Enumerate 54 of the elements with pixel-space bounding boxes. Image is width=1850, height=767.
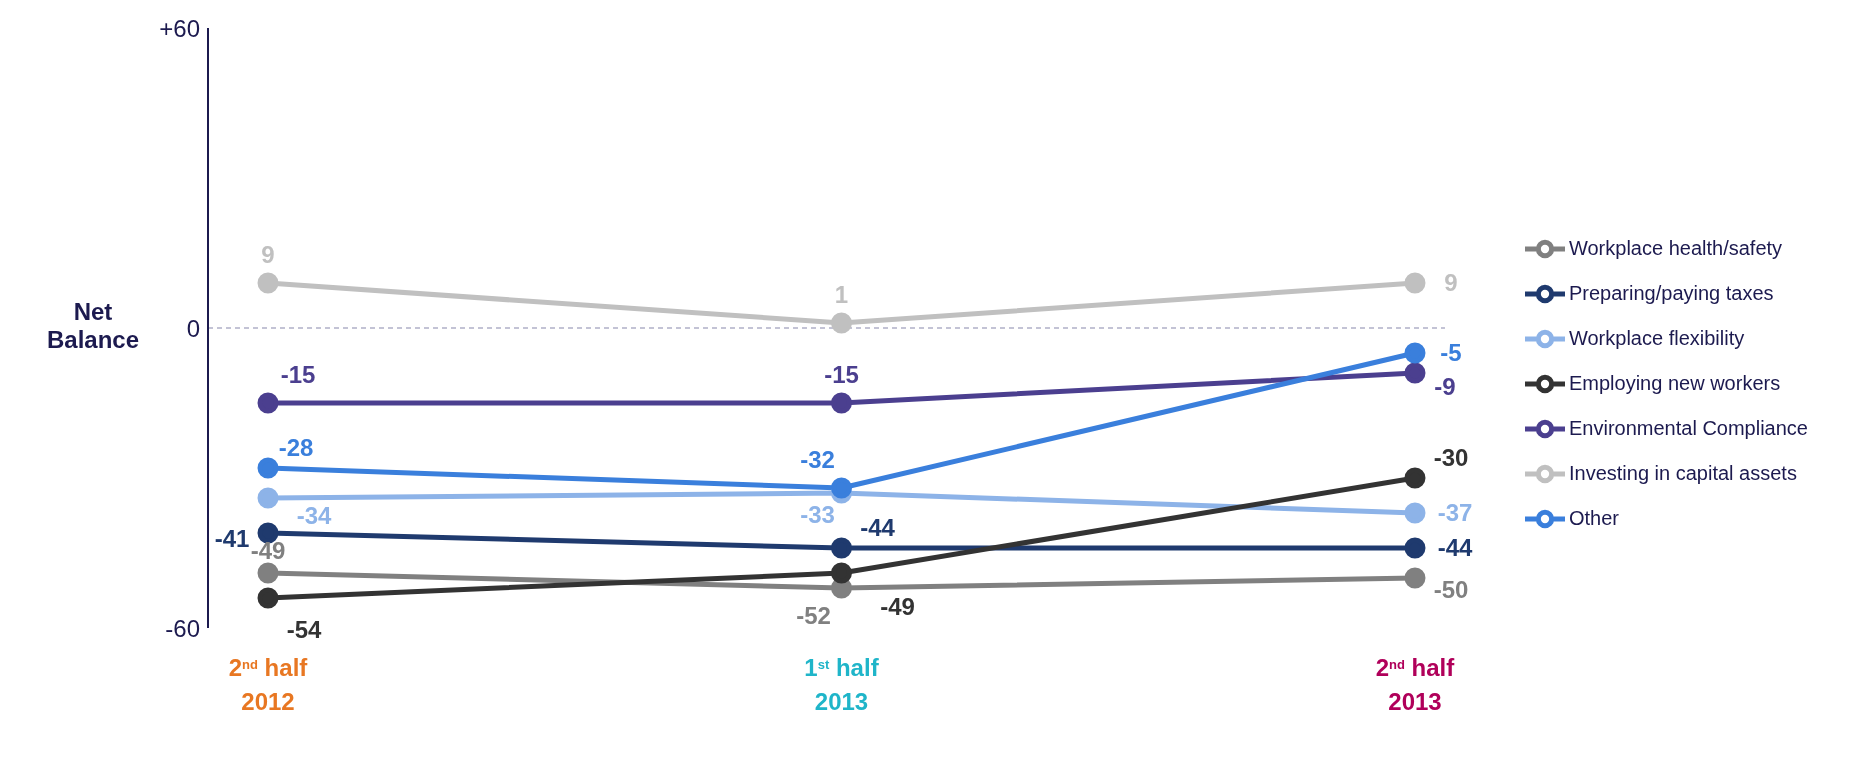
point <box>830 537 852 559</box>
x-tick-label: 1$^{st}$ half 2013 <box>804 654 880 715</box>
data-label: -32 <box>800 446 835 474</box>
data-label: 1 <box>834 281 849 309</box>
legend-label: Workplace flexibility <box>1568 326 1745 349</box>
point <box>257 457 279 479</box>
legend-label: Environmental Compliance <box>1568 416 1808 439</box>
point <box>257 587 279 609</box>
data-label: -30 <box>1433 444 1469 472</box>
point <box>257 392 279 414</box>
data-label: -44 <box>1437 534 1473 562</box>
data-label: -44 <box>860 514 896 542</box>
point <box>1404 342 1426 364</box>
data-label: -49 <box>880 593 915 621</box>
data-label: -41 <box>214 525 250 553</box>
data-label: -49 <box>250 537 286 565</box>
point <box>1404 502 1426 524</box>
legend-label: Investing in capital assets <box>1568 461 1797 484</box>
point <box>830 392 852 414</box>
point <box>257 562 279 584</box>
x-tick-label: 2$^{nd}$ half 2013 <box>1375 654 1456 715</box>
legend-label: Other <box>1568 506 1620 529</box>
data-label: 9 <box>1444 269 1458 297</box>
data-label: -52 <box>796 602 831 630</box>
point <box>257 272 279 294</box>
point <box>1404 567 1426 589</box>
data-label: -37 <box>1437 499 1473 527</box>
point <box>1404 467 1426 489</box>
point <box>830 562 852 584</box>
y-axis-title: Net Balance <box>45 298 141 354</box>
y-tick-label: -60 <box>165 614 200 642</box>
legend-label: Employing new workers <box>1568 371 1781 394</box>
data-label: -28 <box>278 434 314 462</box>
data-label: -33 <box>800 501 835 529</box>
point <box>830 477 852 499</box>
point <box>830 312 852 334</box>
data-label: -5 <box>1440 339 1462 367</box>
data-label: -54 <box>286 616 322 644</box>
legend-label: Preparing/paying taxes <box>1568 281 1774 304</box>
legend-label: Workplace health/safety <box>1568 236 1783 259</box>
y-tick-label: +60 <box>159 14 200 42</box>
y-tick-label: 0 <box>186 314 200 342</box>
data-label: -50 <box>1433 576 1469 604</box>
point <box>1404 537 1426 559</box>
point <box>257 522 279 544</box>
point <box>1404 362 1426 384</box>
data-label: -9 <box>1434 373 1456 401</box>
data-label: -34 <box>296 502 332 530</box>
data-label: -15 <box>280 361 316 389</box>
data-label: -15 <box>824 361 859 389</box>
point <box>1404 272 1426 294</box>
point <box>257 487 279 509</box>
x-tick-label: 2$^{nd}$ half 2012 <box>228 654 309 715</box>
data-label: 9 <box>261 241 275 269</box>
